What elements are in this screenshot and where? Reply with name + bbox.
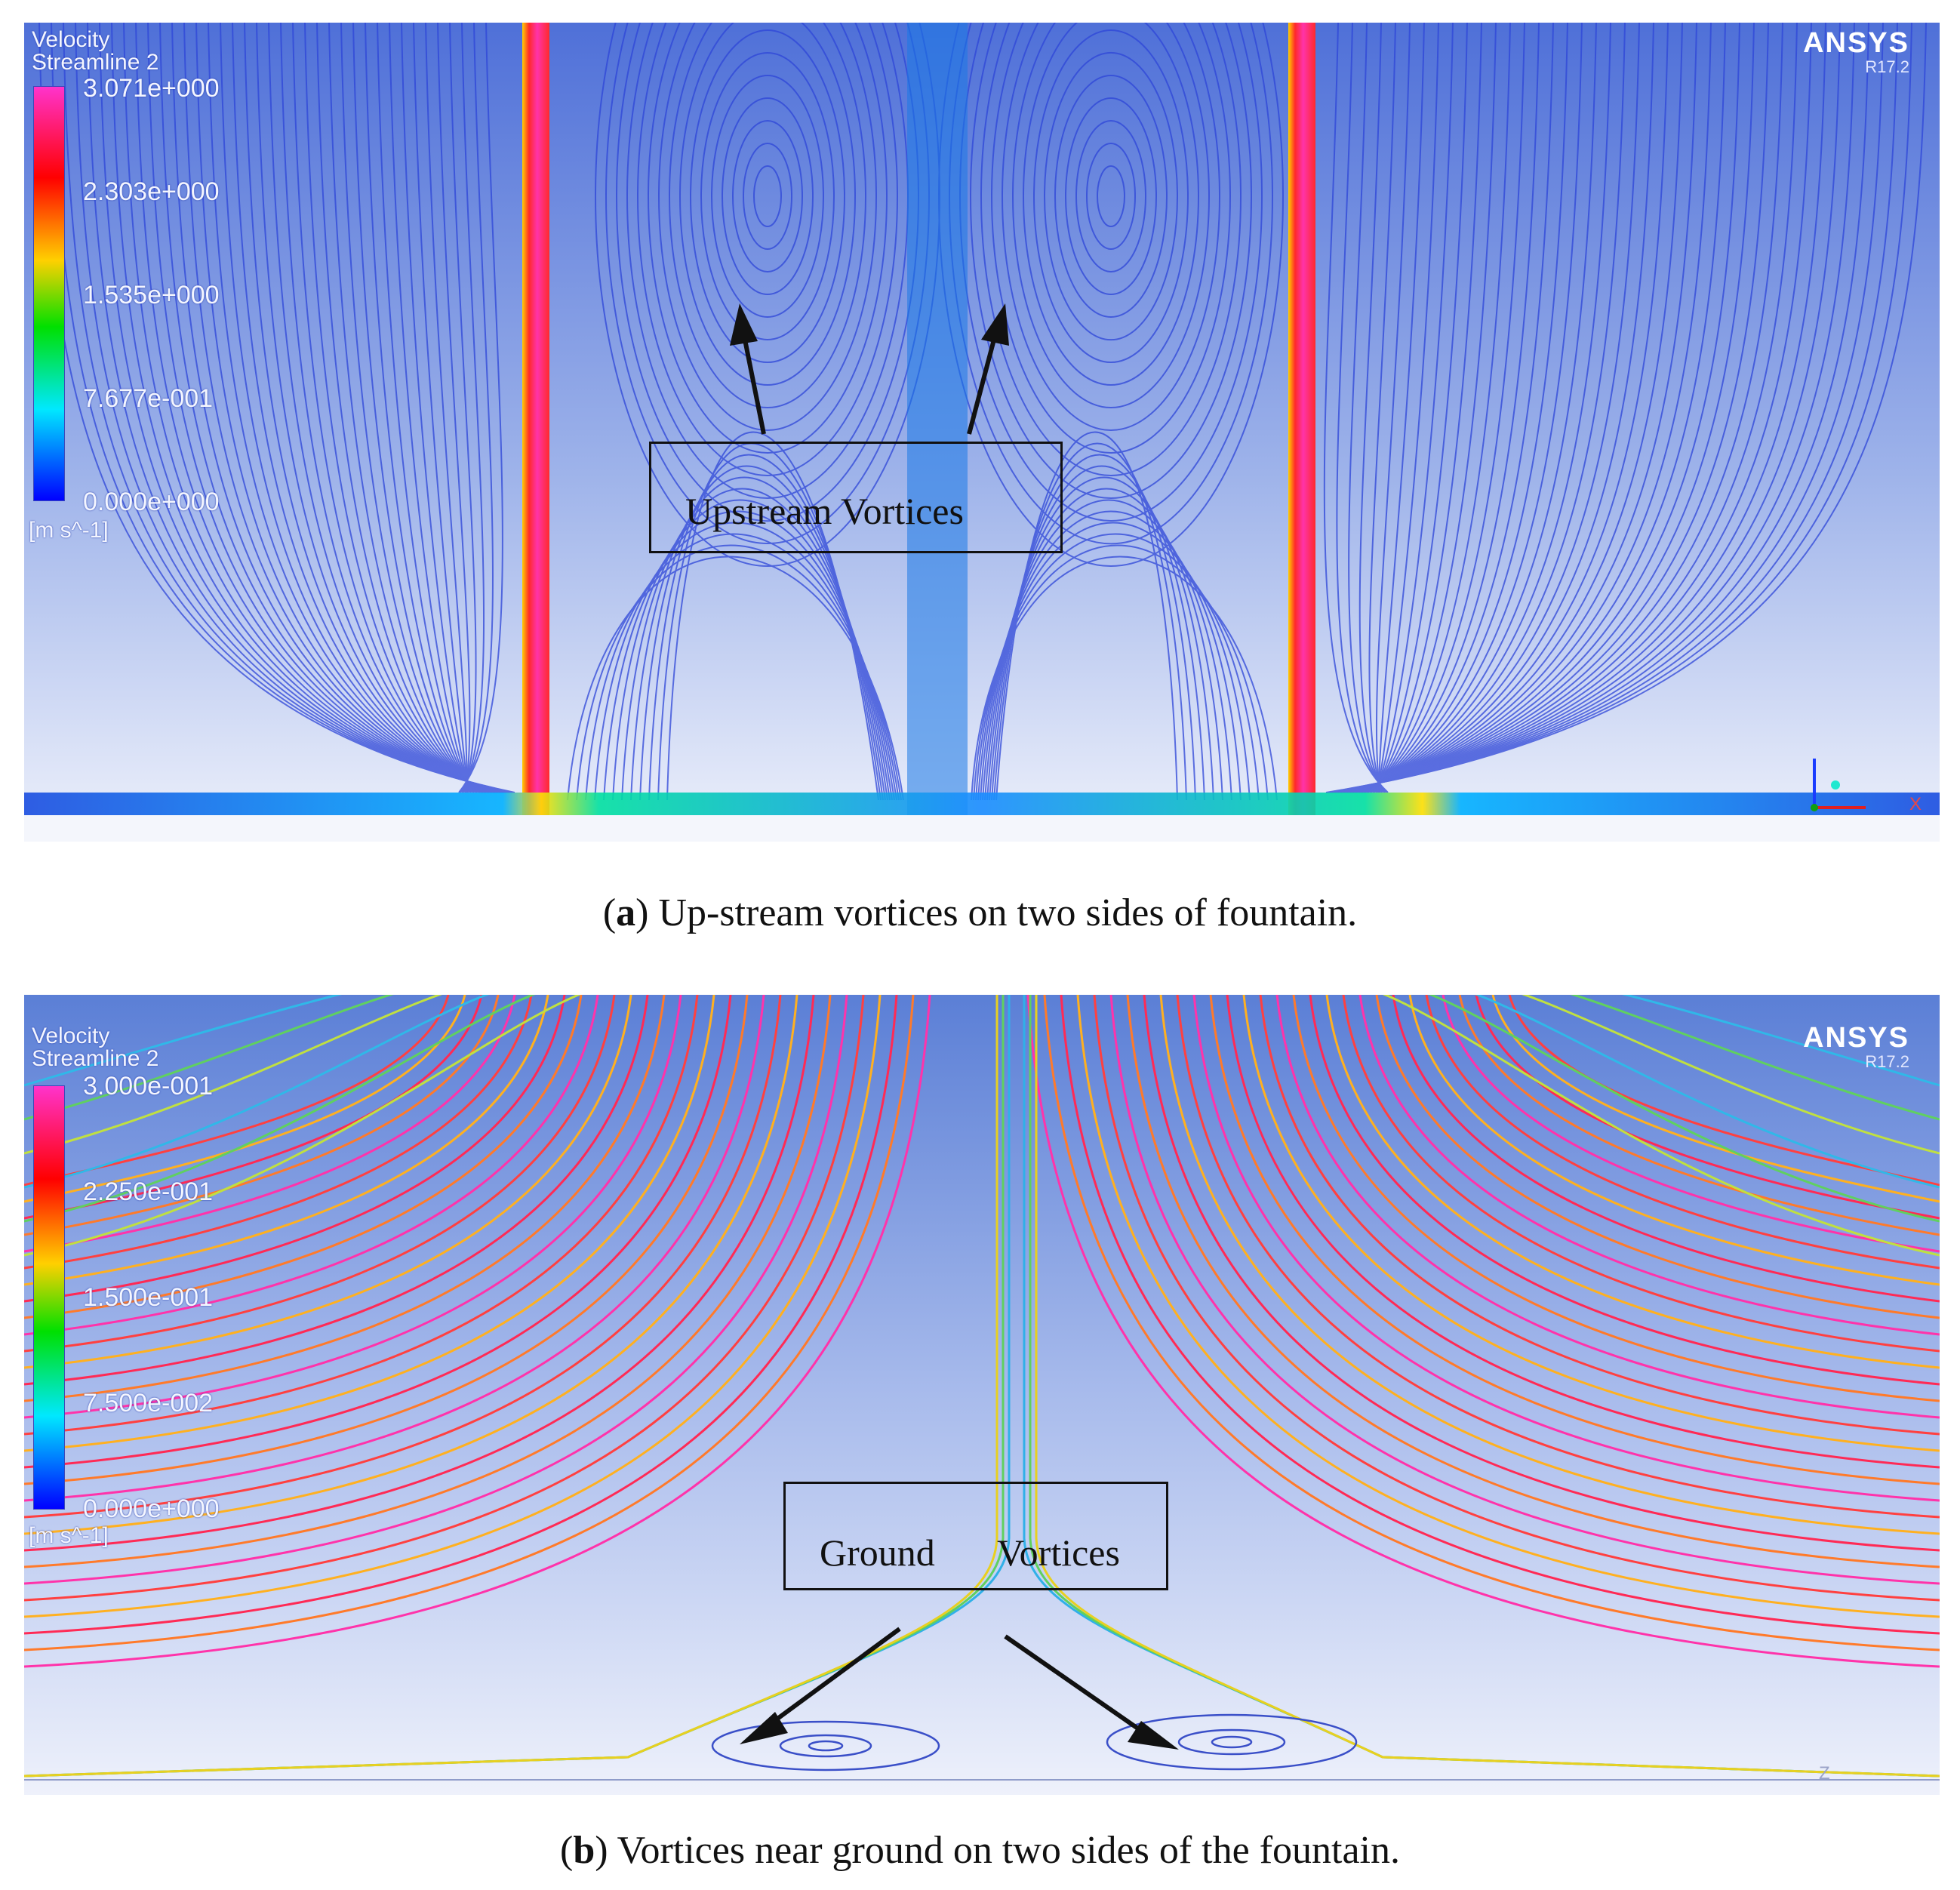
colorbar <box>33 1085 65 1510</box>
colorbar-unit: [m s^-1] <box>29 518 109 543</box>
caption-a-text: ) Up-stream vortices on two sides of fou… <box>635 891 1358 934</box>
colorbar-unit: [m s^-1] <box>29 1523 109 1548</box>
legend-subtitle: Streamline 2 <box>32 50 159 75</box>
colorbar-tick: 7.500e-002 <box>83 1389 214 1418</box>
colorbar-tick: 3.000e-001 <box>83 1072 214 1100</box>
axis-x-label: X <box>1909 794 1922 814</box>
caption-b-text: ) Vortices near ground on two sides of t… <box>595 1829 1400 1872</box>
ansys-logo: ANSYS <box>1803 27 1909 59</box>
legend-subtitle: Streamline 2 <box>32 1046 159 1071</box>
colorbar <box>33 86 65 501</box>
legend-title: Velocity <box>32 1023 110 1048</box>
caption-b-letter: b <box>573 1829 595 1872</box>
colorbar-tick: 1.500e-001 <box>83 1283 214 1312</box>
colorbar-tick: 3.071e+000 <box>83 74 220 103</box>
ansys-logo: ANSYS <box>1803 1022 1909 1054</box>
ansys-version: R17.2 <box>1865 57 1909 76</box>
annotation-ground-vortices: Ground Vortices <box>783 1482 1168 1590</box>
axis-z-label: Z <box>1819 1763 1830 1784</box>
caption-b: (b) Vortices near ground on two sides of… <box>559 1829 1400 1872</box>
colorbar-tick: 1.535e+000 <box>83 281 220 309</box>
panel-b-streamline-plot: Velocity Streamline 2 3.000e-001 2.250e-… <box>24 995 1940 1795</box>
colorbar-tick: 2.250e-001 <box>83 1177 214 1206</box>
caption-a: (a) Up-stream vortices on two sides of f… <box>602 891 1358 934</box>
caption-a-letter: a <box>616 891 636 934</box>
colorbar-tick: 0.000e+000 <box>83 1494 220 1523</box>
colorbar-tick: 0.000e+000 <box>83 488 220 516</box>
legend-title: Velocity <box>32 27 110 52</box>
annotation-upstream-vortices: Upstream Vortices <box>649 442 1063 553</box>
colorbar-tick: 7.677e-001 <box>83 384 214 413</box>
colorbar-tick: 2.303e+000 <box>83 177 220 206</box>
panel-a-flow-field <box>24 23 1940 842</box>
annotation-word-ground: Ground <box>820 1531 935 1574</box>
ansys-version: R17.2 <box>1865 1052 1909 1071</box>
annotation-word-vortices: Vortices <box>997 1531 1120 1574</box>
panel-b-flow-field <box>24 995 1940 1795</box>
panel-a-streamline-plot: Velocity Streamline 2 3.071e+000 2.303e+… <box>24 23 1940 842</box>
